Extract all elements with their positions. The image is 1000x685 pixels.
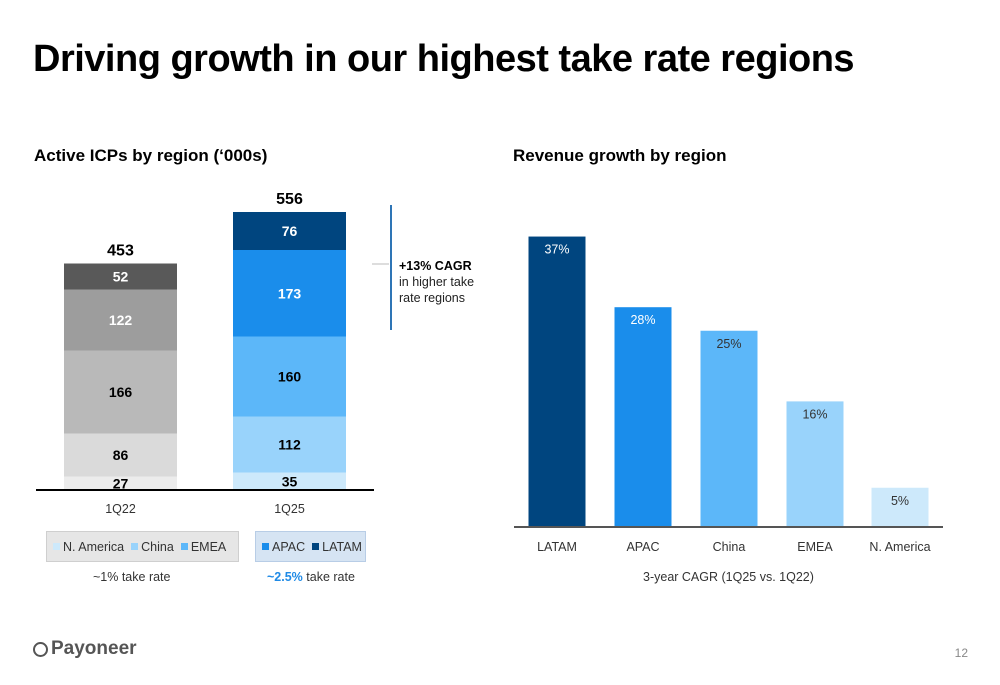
logo-ring-icon bbox=[33, 641, 48, 657]
cagr-text-line2: rate regions bbox=[399, 291, 466, 305]
bar bbox=[614, 307, 672, 527]
bar bbox=[700, 330, 758, 527]
legend-item-china: China bbox=[131, 540, 174, 554]
bar-segment bbox=[233, 472, 346, 490]
legend-swatch bbox=[53, 543, 60, 550]
bar-segment bbox=[233, 250, 346, 337]
cagr-text-line1: in higher take bbox=[399, 275, 475, 289]
bar-segment bbox=[64, 433, 177, 477]
bar-segment bbox=[233, 416, 346, 473]
segment-label: 27 bbox=[113, 475, 129, 491]
x-tick-label: 1Q25 bbox=[274, 502, 305, 516]
legend-swatch bbox=[180, 543, 188, 550]
total-label: 453 bbox=[107, 243, 134, 260]
data-label: 16% bbox=[802, 407, 827, 421]
segment-label: 76 bbox=[282, 223, 298, 239]
bar-segment bbox=[64, 263, 177, 290]
legend-label: LATAM bbox=[322, 539, 362, 554]
x-tick-label: 1Q22 bbox=[105, 502, 136, 516]
legend-item-apac: APAC bbox=[262, 540, 305, 554]
x-tick-label: LATAM bbox=[537, 540, 577, 554]
x-tick-label: N. America bbox=[869, 540, 930, 554]
segment-label: 166 bbox=[109, 384, 133, 400]
x-axis-title: 3-year CAGR (1Q25 vs. 1Q22) bbox=[643, 570, 814, 584]
legend-low-take-rate: N. America China EMEA bbox=[46, 531, 239, 562]
legend-high-take-rate: APAC LATAM bbox=[255, 531, 366, 562]
bar-segment bbox=[64, 350, 177, 434]
bar bbox=[528, 236, 586, 528]
total-label: 556 bbox=[276, 191, 303, 208]
segment-label: 122 bbox=[109, 312, 133, 328]
legend-label: APAC bbox=[272, 539, 306, 554]
bar bbox=[871, 487, 929, 527]
bar-segment bbox=[64, 476, 177, 490]
data-label: 28% bbox=[630, 313, 655, 327]
take-rate-highlight: ~2.5% bbox=[267, 570, 303, 584]
right-chart-title: Revenue growth by region bbox=[513, 146, 727, 165]
x-tick-label: China bbox=[713, 540, 746, 554]
segment-label: 86 bbox=[113, 447, 129, 463]
legend-swatch bbox=[262, 543, 269, 550]
bar-segment bbox=[233, 212, 346, 250]
legend-label: EMEA bbox=[190, 539, 227, 554]
take-rate-note-high: ~2.5% take rate bbox=[267, 570, 355, 584]
take-rate-suffix: take rate bbox=[302, 570, 355, 584]
data-label: 25% bbox=[716, 337, 741, 351]
payoneer-logo: Payoneer bbox=[33, 638, 137, 660]
x-tick-label: EMEA bbox=[797, 540, 833, 554]
legend-label: N. America bbox=[63, 539, 125, 554]
page-number: 12 bbox=[954, 646, 968, 660]
segment-label: 173 bbox=[278, 285, 302, 301]
bar-segment bbox=[233, 336, 346, 417]
segment-label: 112 bbox=[278, 437, 301, 453]
legend-item-n-america: N. America bbox=[53, 540, 124, 554]
legend-item-emea: EMEA bbox=[180, 539, 227, 554]
take-rate-note-low: ~1% take rate bbox=[93, 570, 171, 584]
segment-label: 52 bbox=[113, 269, 129, 285]
page-title: Driving growth in our highest take rate … bbox=[33, 38, 855, 80]
legend-swatch bbox=[312, 543, 320, 550]
data-label: 37% bbox=[544, 243, 569, 257]
cagr-annotation: +13% CAGR in higher take rate regions bbox=[399, 258, 474, 306]
legend-item-latam: LATAM bbox=[312, 540, 362, 554]
logo-text: Payoneer bbox=[51, 638, 137, 659]
segment-label: 35 bbox=[282, 473, 298, 489]
bar-segment bbox=[64, 289, 177, 351]
legend-swatch bbox=[131, 543, 139, 550]
segment-label: 160 bbox=[278, 369, 302, 385]
legend-label: China bbox=[141, 539, 174, 554]
bar bbox=[786, 401, 844, 527]
cagr-value: +13% CAGR bbox=[399, 259, 472, 273]
data-label: 5% bbox=[891, 494, 909, 508]
x-tick-label: APAC bbox=[626, 540, 659, 554]
left-chart-title: Active ICPs by region (‘000s) bbox=[34, 146, 268, 165]
